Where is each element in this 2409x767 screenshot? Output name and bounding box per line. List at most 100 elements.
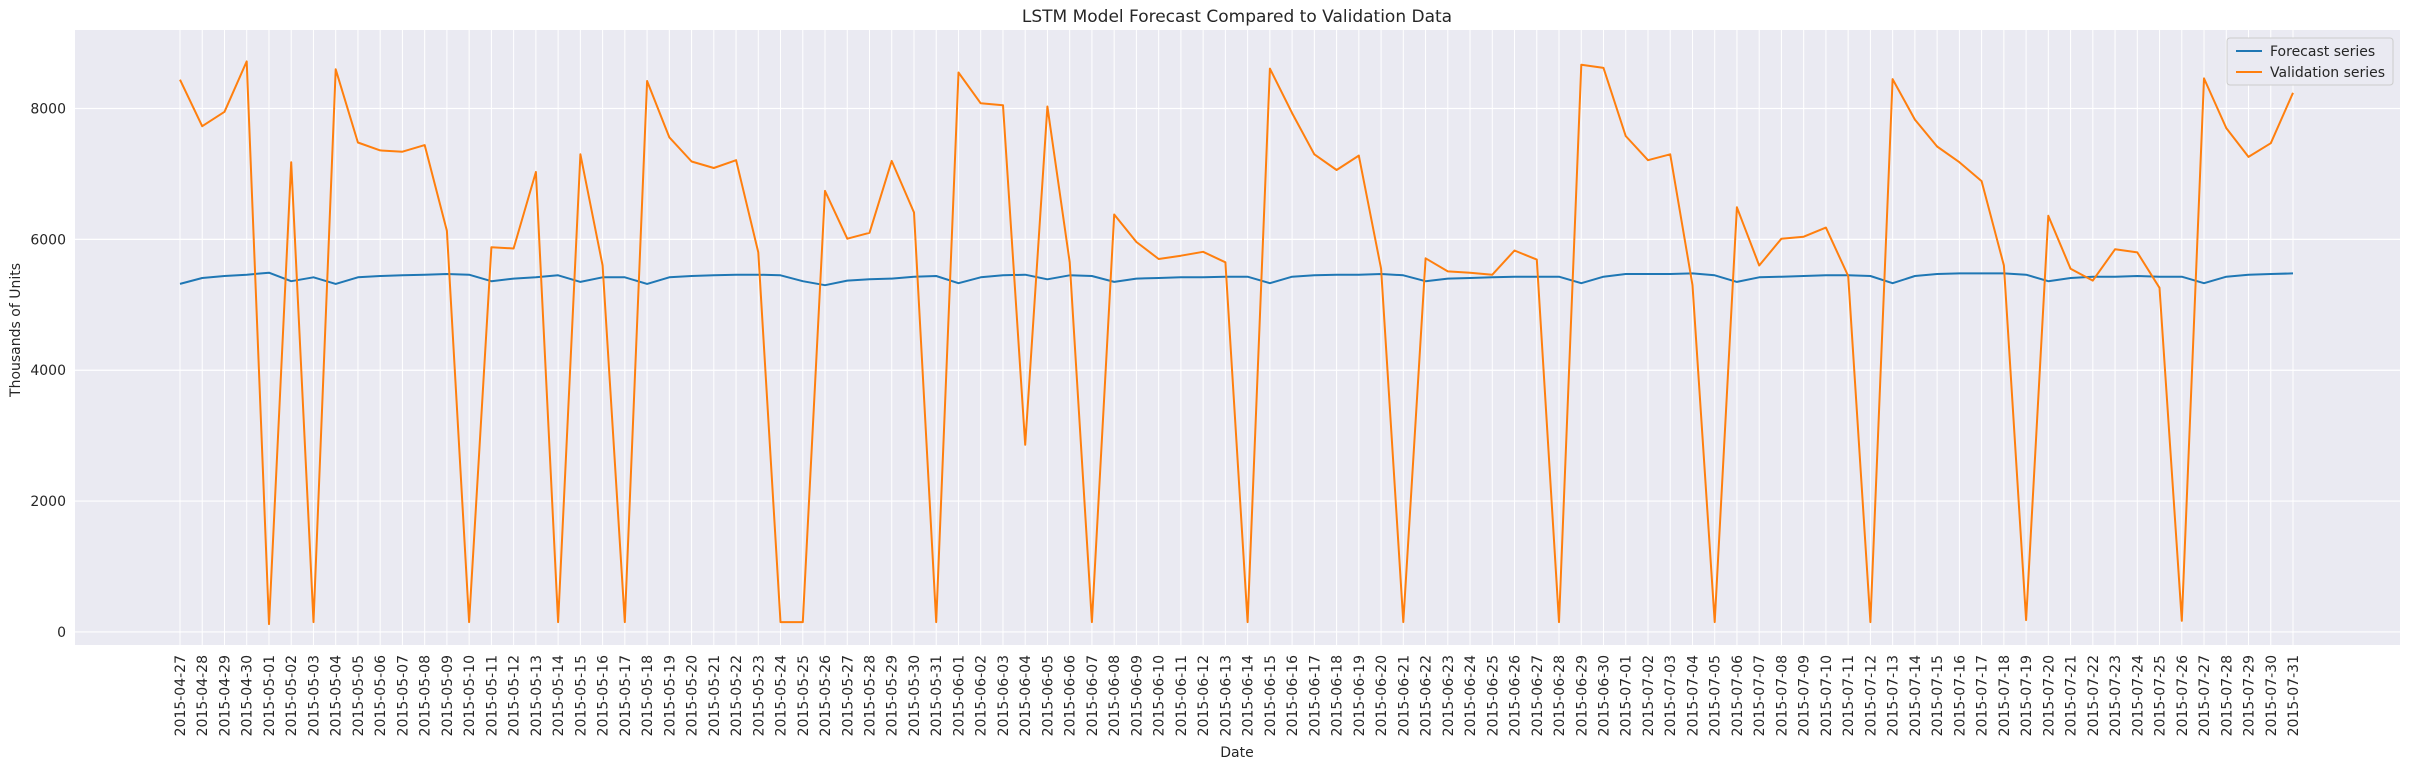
x-tick-label: 2015-07-07 xyxy=(1752,655,1768,736)
x-tick-label: 2015-06-23 xyxy=(1441,655,1457,736)
x-tick-label: 2015-07-30 xyxy=(2264,655,2280,736)
x-tick-label: 2015-05-11 xyxy=(484,655,500,736)
x-tick-label: 2015-05-04 xyxy=(329,655,345,736)
x-tick-label: 2015-06-01 xyxy=(951,655,967,736)
y-tick-labels: 0 2000 4000 6000 8000 xyxy=(30,102,66,641)
x-tick-label: 2015-07-18 xyxy=(1997,655,2013,736)
x-tick-label: 2015-06-16 xyxy=(1285,655,1301,736)
x-tick-label: 2015-05-14 xyxy=(551,655,567,736)
x-tick-label: 2015-07-22 xyxy=(2086,655,2102,736)
legend: Forecast series Validation series xyxy=(2226,37,2394,86)
x-tick-label: 2015-07-11 xyxy=(1841,655,1857,736)
x-tick-label: 2015-06-07 xyxy=(1085,655,1101,736)
x-tick-label: 2015-06-21 xyxy=(1396,655,1412,736)
x-tick-label: 2015-05-17 xyxy=(618,655,634,736)
x-tick-label: 2015-06-26 xyxy=(1508,655,1524,736)
x-tick-label: 2015-06-08 xyxy=(1107,655,1123,736)
chart-title: LSTM Model Forecast Compared to Validati… xyxy=(1022,7,1452,27)
y-axis-title: Thousands of Units xyxy=(8,263,24,398)
x-tick-label: 2015-05-10 xyxy=(462,655,478,736)
x-tick-label: 2015-06-28 xyxy=(1552,655,1568,736)
x-tick-label: 2015-06-30 xyxy=(1596,655,1612,736)
x-tick-label: 2015-07-15 xyxy=(1930,655,1946,736)
series-line-validation xyxy=(179,60,2294,626)
x-tick-label: 2015-05-05 xyxy=(351,655,367,736)
x-tick-label: 2015-06-20 xyxy=(1374,655,1390,736)
x-tick-label: 2015-07-26 xyxy=(2175,655,2191,736)
x-tick-label: 2015-07-08 xyxy=(1774,655,1790,736)
x-tick-label: 2015-04-28 xyxy=(195,655,211,736)
x-tick-label: 2015-07-23 xyxy=(2108,655,2124,736)
x-tick-label: 2015-05-24 xyxy=(774,655,790,736)
x-tick-label: 2015-05-13 xyxy=(529,655,545,736)
x-tick-label: 2015-05-15 xyxy=(573,655,589,736)
x-tick-label: 2015-06-22 xyxy=(1419,655,1435,736)
x-tick-label: 2015-05-06 xyxy=(373,655,389,736)
x-tick-label: 2015-06-17 xyxy=(1307,655,1323,736)
x-tick-label: 2015-05-22 xyxy=(729,655,745,736)
x-tick-label: 2015-05-28 xyxy=(863,655,879,736)
x-tick-label: 2015-07-17 xyxy=(1975,655,1991,736)
series-line-forecast xyxy=(179,271,2294,287)
x-tick-label: 2015-07-02 xyxy=(1641,655,1657,736)
x-tick-label: 2015-07-27 xyxy=(2197,655,2213,736)
x-tick-labels: 2015-04-27 2015-04-28 2015-04-29 2015-04-30… xyxy=(173,655,2302,736)
x-tick-label: 2015-06-09 xyxy=(1129,655,1145,736)
x-tick-label: 2015-06-05 xyxy=(1040,655,1056,736)
x-gridlines xyxy=(179,30,2294,645)
x-tick-label: 2015-07-21 xyxy=(2064,655,2080,736)
x-tick-label: 2015-05-08 xyxy=(418,655,434,736)
x-tick-label: 2015-05-02 xyxy=(284,655,300,736)
x-tick-label: 2015-07-13 xyxy=(1886,655,1902,736)
x-axis-title: Date xyxy=(1220,745,1253,761)
x-tick-label: 2015-07-01 xyxy=(1619,655,1635,736)
x-tick-label: 2015-07-12 xyxy=(1863,655,1879,736)
x-tick-label: 2015-05-25 xyxy=(796,655,812,736)
x-tick-label: 2015-07-20 xyxy=(2041,655,2057,736)
x-tick-label: 2015-07-06 xyxy=(1730,655,1746,736)
x-tick-label: 2015-06-29 xyxy=(1574,655,1590,736)
x-tick-label: 2015-06-15 xyxy=(1263,655,1279,736)
x-tick-label: 2015-07-24 xyxy=(2130,655,2146,736)
x-tick-label: 2015-06-02 xyxy=(974,655,990,736)
x-tick-label: 2015-05-01 xyxy=(262,655,278,736)
y-tick-label: 8000 xyxy=(30,102,66,118)
legend-label-validation: Validation series xyxy=(2270,65,2385,81)
x-tick-label: 2015-06-19 xyxy=(1352,655,1368,736)
x-tick-label: 2015-06-25 xyxy=(1485,655,1501,736)
x-tick-label: 2015-07-03 xyxy=(1663,655,1679,736)
x-tick-label: 2015-04-30 xyxy=(240,655,256,736)
x-tick-label: 2015-07-05 xyxy=(1708,655,1724,736)
x-tick-label: 2015-06-14 xyxy=(1241,655,1257,736)
x-tick-label: 2015-05-07 xyxy=(395,655,411,736)
y-tick-label: 6000 xyxy=(30,232,66,248)
x-tick-label: 2015-06-10 xyxy=(1152,655,1168,736)
y-tick-label: 0 xyxy=(57,625,66,641)
x-tick-label: 2015-05-26 xyxy=(818,655,834,736)
x-tick-label: 2015-04-29 xyxy=(217,655,233,736)
x-tick-label: 2015-07-16 xyxy=(1952,655,1968,736)
x-tick-label: 2015-06-04 xyxy=(1018,655,1034,736)
x-tick-label: 2015-05-31 xyxy=(929,655,945,736)
x-tick-label: 2015-05-18 xyxy=(640,655,656,736)
x-tick-label: 2015-05-09 xyxy=(440,655,456,736)
x-tick-label: 2015-05-20 xyxy=(685,655,701,736)
x-tick-label: 2015-07-04 xyxy=(1685,655,1701,736)
x-tick-label: 2015-07-10 xyxy=(1819,655,1835,736)
x-tick-label: 2015-05-21 xyxy=(707,655,723,736)
x-tick-label: 2015-05-12 xyxy=(507,655,523,736)
x-tick-label: 2015-05-23 xyxy=(751,655,767,736)
x-tick-label: 2015-07-25 xyxy=(2153,655,2169,736)
x-tick-label: 2015-07-29 xyxy=(2242,655,2258,736)
x-tick-label: 2015-05-03 xyxy=(306,655,322,736)
x-tick-label: 2015-06-13 xyxy=(1218,655,1234,736)
x-tick-label: 2015-07-19 xyxy=(2019,655,2035,736)
y-tick-label: 2000 xyxy=(30,494,66,510)
x-tick-label: 2015-07-28 xyxy=(2219,655,2235,736)
x-tick-label: 2015-06-03 xyxy=(996,655,1012,736)
legend-label-forecast: Forecast series xyxy=(2270,44,2375,60)
series-layer xyxy=(179,60,2294,626)
x-tick-label: 2015-05-27 xyxy=(840,655,856,736)
x-tick-label: 2015-07-09 xyxy=(1797,655,1813,736)
